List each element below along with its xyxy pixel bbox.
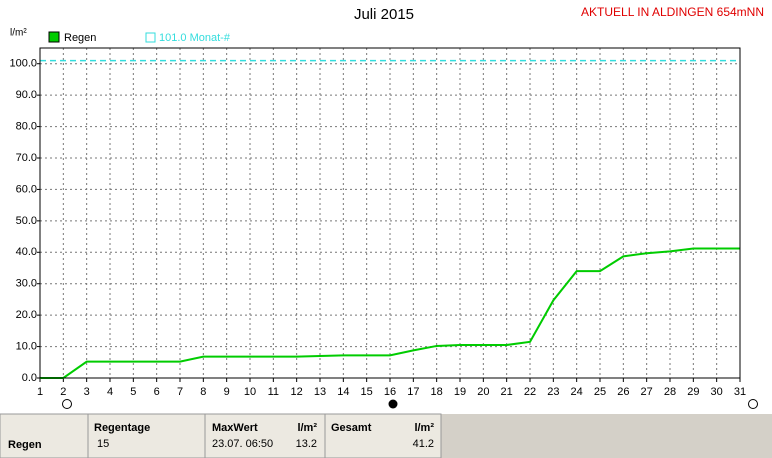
data-line bbox=[40, 247, 740, 379]
plot-frame bbox=[39, 47, 741, 379]
subtitle: AKTUELL IN ALDINGEN 654mNN bbox=[581, 5, 764, 19]
x-tick-label: 25 bbox=[594, 386, 606, 398]
header: Gesamt bbox=[331, 422, 372, 434]
x-tick-label: 23 bbox=[547, 386, 559, 398]
x-tick-label: 11 bbox=[268, 386, 279, 398]
legend-label: 101.0 Monat-# bbox=[159, 32, 231, 44]
table-cell bbox=[324, 413, 442, 458]
x-tick-label: 12 bbox=[291, 386, 303, 398]
y-tick-label: 10.0 bbox=[16, 340, 37, 352]
x-tick-label: 26 bbox=[617, 386, 629, 398]
y-tick-label: 90.0 bbox=[16, 89, 37, 101]
legend-label: Regen bbox=[64, 32, 96, 44]
x-tick-label: 30 bbox=[711, 386, 723, 398]
cell: 41.2 bbox=[413, 438, 434, 450]
x-tick-label: 2 bbox=[60, 386, 66, 398]
x-tick-label: 8 bbox=[200, 386, 206, 398]
x-tick-label: 29 bbox=[687, 386, 699, 398]
y-tick-label: 0.0 bbox=[22, 372, 37, 384]
moon-icon bbox=[388, 399, 398, 409]
table-cell bbox=[87, 413, 206, 458]
y-tick-label: 40.0 bbox=[16, 246, 37, 258]
x-tick-label: 3 bbox=[84, 386, 90, 398]
moon-icon bbox=[62, 399, 72, 409]
header: MaxWert bbox=[212, 422, 258, 434]
x-tick-label: 17 bbox=[407, 386, 419, 398]
cell: 13.2 bbox=[296, 438, 317, 450]
x-tick-label: 10 bbox=[244, 386, 256, 398]
y-tick-label: 60.0 bbox=[16, 183, 37, 195]
x-tick-label: 19 bbox=[454, 386, 466, 398]
x-tick-label: 9 bbox=[224, 386, 230, 398]
x-tick-label: 20 bbox=[477, 386, 489, 398]
x-tick-label: 6 bbox=[154, 386, 160, 398]
x-tick-label: 16 bbox=[384, 386, 396, 398]
x-tick-label: 1 bbox=[37, 386, 43, 398]
x-tick-label: 15 bbox=[361, 386, 373, 398]
header: Regentage bbox=[94, 422, 150, 434]
legend-swatch bbox=[48, 31, 60, 43]
x-tick-label: 28 bbox=[664, 386, 676, 398]
x-tick-label: 22 bbox=[524, 386, 536, 398]
x-tick-label: 14 bbox=[337, 386, 349, 398]
row-label: Regen bbox=[8, 439, 42, 451]
y-tick-label: 30.0 bbox=[16, 278, 37, 290]
x-tick-label: 5 bbox=[130, 386, 136, 398]
y-tick-label: 80.0 bbox=[16, 120, 37, 132]
table-cell bbox=[0, 413, 89, 458]
x-tick-label: 31 bbox=[734, 386, 746, 398]
cell: 15 bbox=[97, 438, 109, 450]
summary-table: Regen Regentage 15 MaxWert l/m² 23.07. 0… bbox=[0, 413, 772, 458]
moon-icon bbox=[748, 399, 758, 409]
x-tick-label: 24 bbox=[571, 386, 583, 398]
chart-title: Juli 2015 bbox=[354, 6, 414, 23]
y-axis-label: l/m² bbox=[10, 28, 27, 39]
unit: l/m² bbox=[297, 422, 317, 434]
table-cell bbox=[204, 413, 326, 458]
x-tick-label: 7 bbox=[177, 386, 183, 398]
y-tick-label: 70.0 bbox=[16, 152, 37, 164]
unit: l/m² bbox=[414, 422, 434, 434]
x-tick-label: 4 bbox=[107, 386, 113, 398]
x-tick-label: 18 bbox=[431, 386, 443, 398]
x-tick-label: 13 bbox=[314, 386, 326, 398]
x-tick-label: 27 bbox=[641, 386, 653, 398]
cell: 23.07. 06:50 bbox=[212, 438, 273, 450]
legend-swatch bbox=[145, 32, 156, 43]
y-tick-label: 100.0 bbox=[9, 58, 37, 70]
y-tick-label: 50.0 bbox=[16, 215, 37, 227]
x-tick-label: 21 bbox=[501, 386, 513, 398]
y-tick-label: 20.0 bbox=[16, 309, 37, 321]
